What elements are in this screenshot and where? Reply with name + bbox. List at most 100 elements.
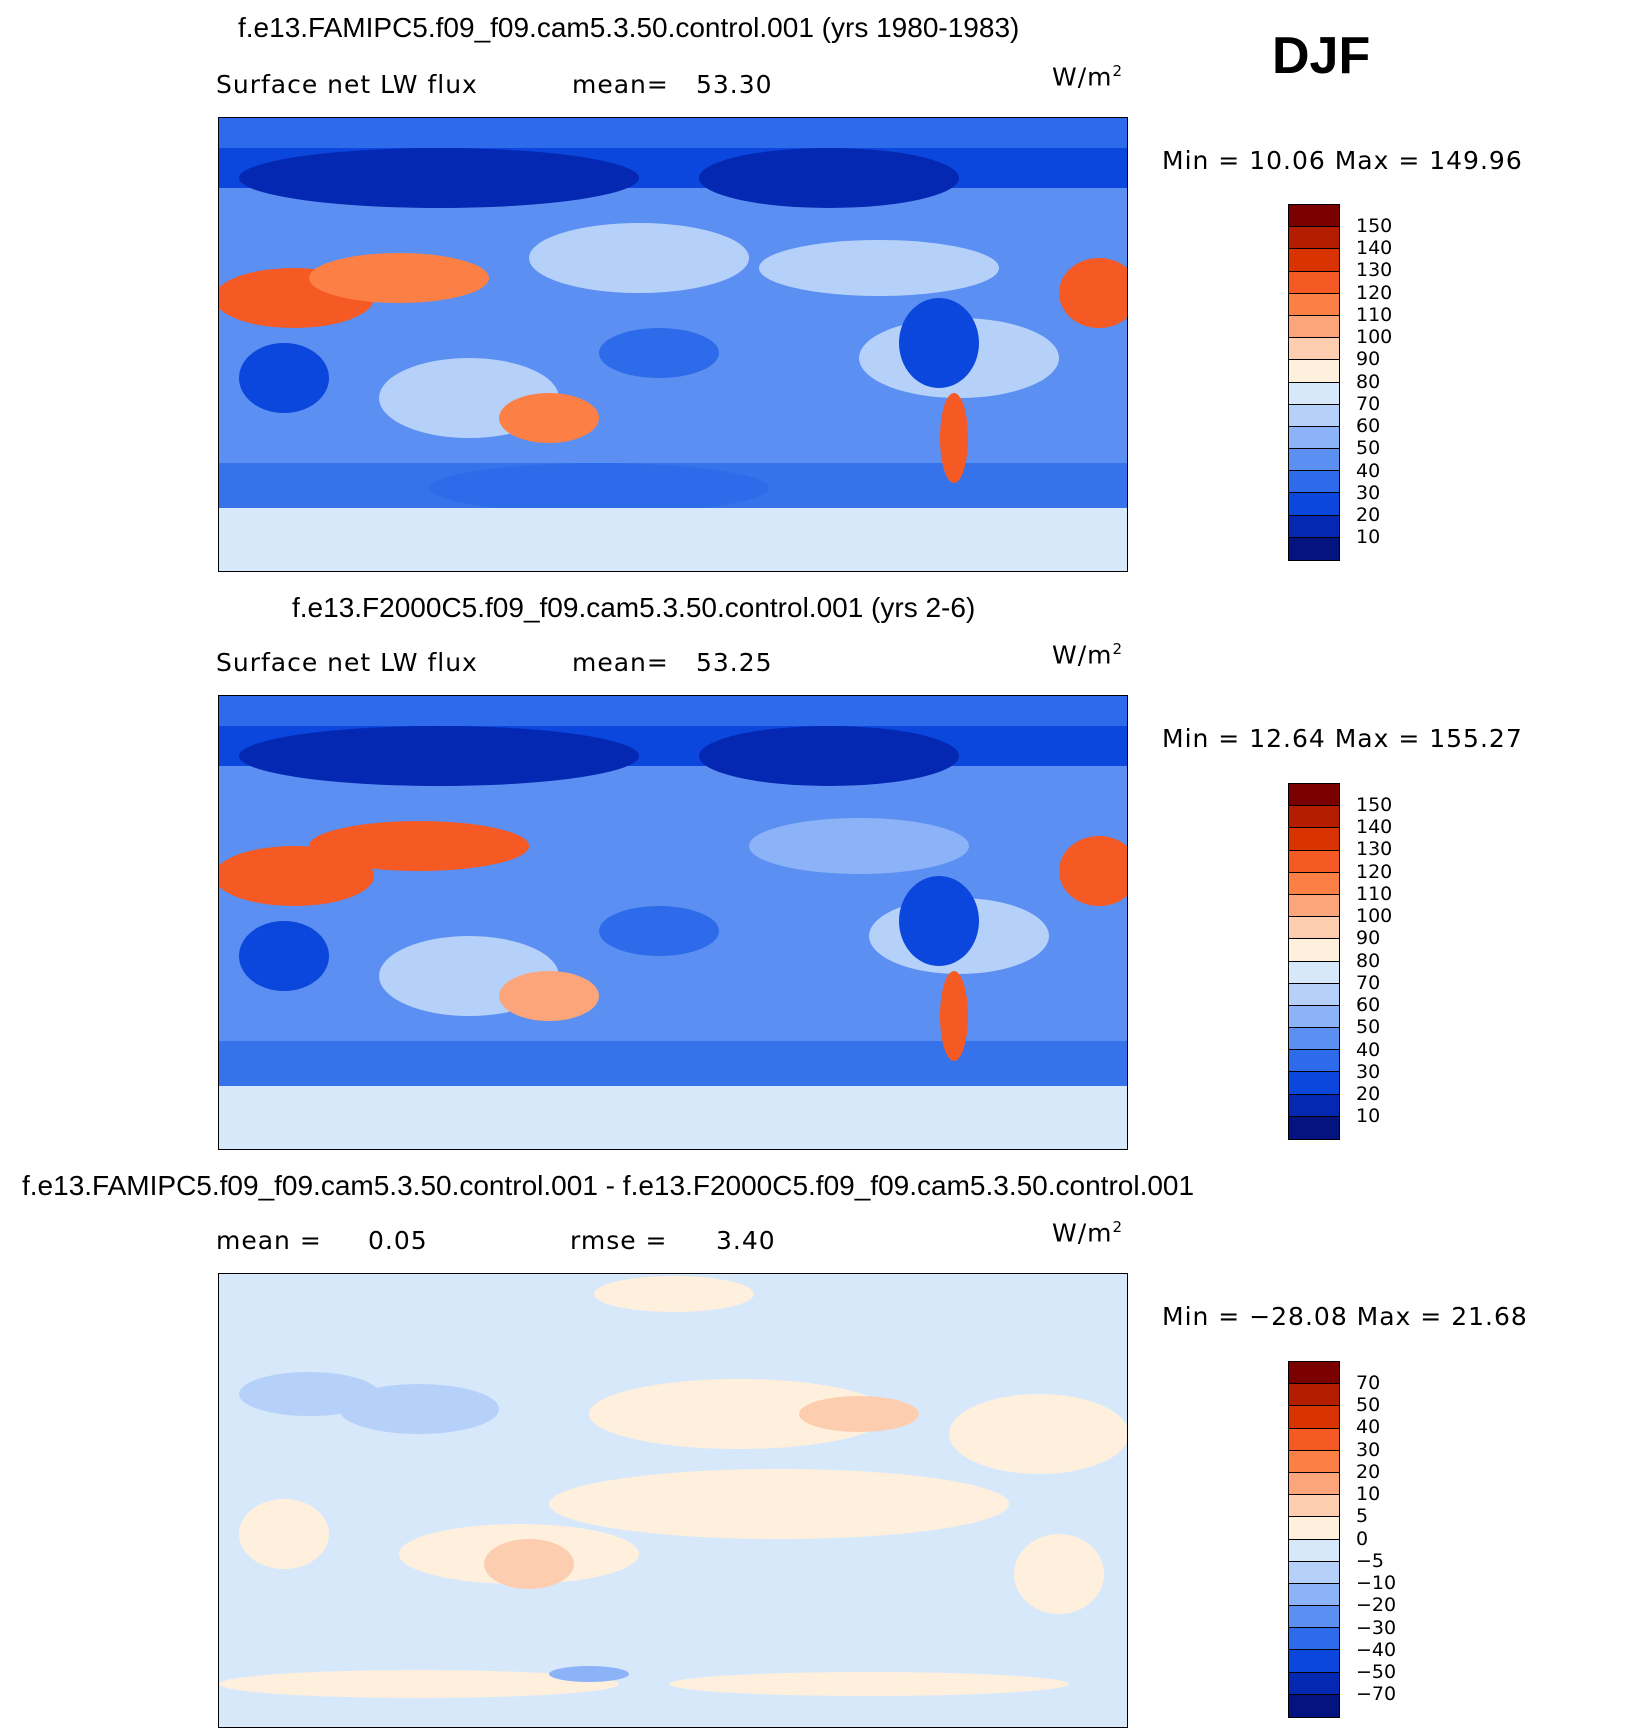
- panel-2-colorbar: [1288, 783, 1340, 1140]
- colorbar-tick: −70: [1356, 1683, 1397, 1705]
- panel-3-field: [219, 1274, 1127, 1727]
- colorbar-tick: 10: [1356, 526, 1381, 548]
- colorbar-tick: 90: [1356, 348, 1381, 370]
- colorbar-swatch: [1289, 249, 1339, 272]
- panel-3-minmax: Min = −28.08 Max = 21.68: [1162, 1302, 1528, 1331]
- colorbar-swatch: [1289, 983, 1339, 1006]
- colorbar-swatch: [1289, 1672, 1339, 1695]
- colorbar-swatch: [1289, 1428, 1339, 1451]
- colorbar-swatch: [1289, 1561, 1339, 1584]
- colorbar-tick: 70: [1356, 1372, 1381, 1394]
- colorbar-swatch: [1289, 271, 1339, 294]
- colorbar-swatch: [1289, 1005, 1339, 1029]
- panel-2-mean-label: mean=: [572, 648, 669, 677]
- panel-3-map: [218, 1273, 1128, 1728]
- panel-3-units: W/m2: [1052, 1218, 1124, 1248]
- colorbar-swatch: [1289, 1583, 1339, 1607]
- colorbar-swatch: [1289, 1406, 1339, 1429]
- panel-1-map: [218, 117, 1128, 572]
- colorbar-swatch: [1289, 917, 1339, 940]
- colorbar-swatch: [1289, 828, 1339, 851]
- panel-3-rmse-label: rmse =: [570, 1226, 668, 1255]
- panel-3-title: f.e13.FAMIPC5.f09_f09.cam5.3.50.control.…: [22, 1170, 1195, 1201]
- colorbar-swatch: [1289, 1694, 1339, 1717]
- colorbar-swatch: [1289, 1495, 1339, 1518]
- panel-2-map: [218, 695, 1128, 1150]
- colorbar-tick: 140: [1356, 816, 1393, 838]
- colorbar-tick: 150: [1356, 794, 1393, 816]
- colorbar-tick: 5: [1356, 1505, 1369, 1527]
- panel-3-colorbar: [1288, 1361, 1340, 1718]
- colorbar-swatch: [1289, 1050, 1339, 1073]
- colorbar-swatch: [1289, 1450, 1339, 1473]
- colorbar-swatch: [1289, 784, 1339, 807]
- colorbar-swatch: [1289, 1028, 1339, 1051]
- colorbar-tick: 130: [1356, 838, 1393, 860]
- colorbar-tick: 50: [1356, 1016, 1381, 1038]
- colorbar-tick: −50: [1356, 1661, 1397, 1683]
- colorbar-swatch: [1289, 449, 1339, 472]
- colorbar-swatch: [1289, 493, 1339, 516]
- colorbar-tick: 10: [1356, 1105, 1381, 1127]
- colorbar-tick: 30: [1356, 1439, 1381, 1461]
- colorbar-swatch: [1289, 360, 1339, 383]
- colorbar-tick: 130: [1356, 259, 1393, 281]
- colorbar-tick: 80: [1356, 371, 1381, 393]
- colorbar-tick: 120: [1356, 861, 1393, 883]
- colorbar-tick: 50: [1356, 437, 1381, 459]
- colorbar-swatch: [1289, 850, 1339, 873]
- colorbar-swatch: [1289, 1072, 1339, 1095]
- colorbar-swatch: [1289, 404, 1339, 427]
- colorbar-swatch: [1289, 293, 1339, 316]
- colorbar-tick: 40: [1356, 1039, 1381, 1061]
- colorbar-swatch: [1289, 382, 1339, 405]
- colorbar-swatch: [1289, 1606, 1339, 1629]
- colorbar-tick: 60: [1356, 994, 1381, 1016]
- panel-2-mean-value: 53.25: [696, 648, 773, 677]
- colorbar-tick: 10: [1356, 1483, 1381, 1505]
- panel-3-mean-label: mean =: [216, 1226, 322, 1255]
- colorbar-swatch: [1289, 894, 1339, 918]
- panel-1-field: [219, 118, 1127, 571]
- panel-2-variable-label: Surface net LW flux: [216, 648, 478, 677]
- colorbar-tick: 40: [1356, 1416, 1381, 1438]
- colorbar-tick: 120: [1356, 282, 1393, 304]
- colorbar-swatch: [1289, 338, 1339, 361]
- colorbar-tick: 40: [1356, 460, 1381, 482]
- panel-2-minmax: Min = 12.64 Max = 155.27: [1162, 724, 1523, 753]
- colorbar-tick: 20: [1356, 504, 1381, 526]
- colorbar-swatch: [1289, 1472, 1339, 1496]
- panel-3-mean-value: 0.05: [368, 1226, 428, 1255]
- colorbar-tick: 110: [1356, 883, 1393, 905]
- colorbar-tick: 150: [1356, 215, 1393, 237]
- colorbar-swatch: [1289, 426, 1339, 450]
- colorbar-tick: −20: [1356, 1594, 1397, 1616]
- panel-1-variable-label: Surface net LW flux: [216, 70, 478, 99]
- colorbar-tick: 100: [1356, 326, 1393, 348]
- colorbar-swatch: [1289, 471, 1339, 494]
- colorbar-tick: 70: [1356, 393, 1381, 415]
- colorbar-swatch: [1289, 872, 1339, 895]
- colorbar-swatch: [1289, 315, 1339, 339]
- colorbar-tick: 20: [1356, 1083, 1381, 1105]
- colorbar-tick: −30: [1356, 1617, 1397, 1639]
- colorbar-tick: −5: [1356, 1550, 1385, 1572]
- colorbar-swatch: [1289, 227, 1339, 250]
- panel-2-title: f.e13.F2000C5.f09_f09.cam5.3.50.control.…: [292, 592, 976, 623]
- colorbar-tick: 100: [1356, 905, 1393, 927]
- colorbar-swatch: [1289, 537, 1339, 560]
- panel-1-mean-label: mean=: [572, 70, 669, 99]
- colorbar-tick: 50: [1356, 1394, 1381, 1416]
- colorbar-tick: 0: [1356, 1528, 1369, 1550]
- season-label: DJF: [1272, 27, 1371, 85]
- panel-3-rmse-value: 3.40: [716, 1226, 776, 1255]
- colorbar-tick: 90: [1356, 927, 1381, 949]
- colorbar-swatch: [1289, 1094, 1339, 1117]
- colorbar-swatch: [1289, 515, 1339, 538]
- colorbar-swatch: [1289, 939, 1339, 962]
- colorbar-tick: 80: [1356, 950, 1381, 972]
- panel-2-field: [219, 696, 1127, 1149]
- colorbar-swatch: [1289, 205, 1339, 228]
- colorbar-tick: 110: [1356, 304, 1393, 326]
- panel-1-mean-value: 53.30: [696, 70, 773, 99]
